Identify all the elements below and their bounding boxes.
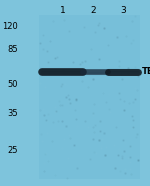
Text: 85: 85 xyxy=(7,45,18,54)
Text: 50: 50 xyxy=(8,80,18,89)
Text: 120: 120 xyxy=(2,23,18,31)
Text: 25: 25 xyxy=(8,146,18,155)
Text: 1: 1 xyxy=(60,6,66,15)
Bar xyxy=(39,15,140,179)
Text: 3: 3 xyxy=(120,6,126,15)
Text: 35: 35 xyxy=(7,109,18,118)
Text: 2: 2 xyxy=(90,6,96,15)
Text: TBX18: TBX18 xyxy=(142,67,150,76)
